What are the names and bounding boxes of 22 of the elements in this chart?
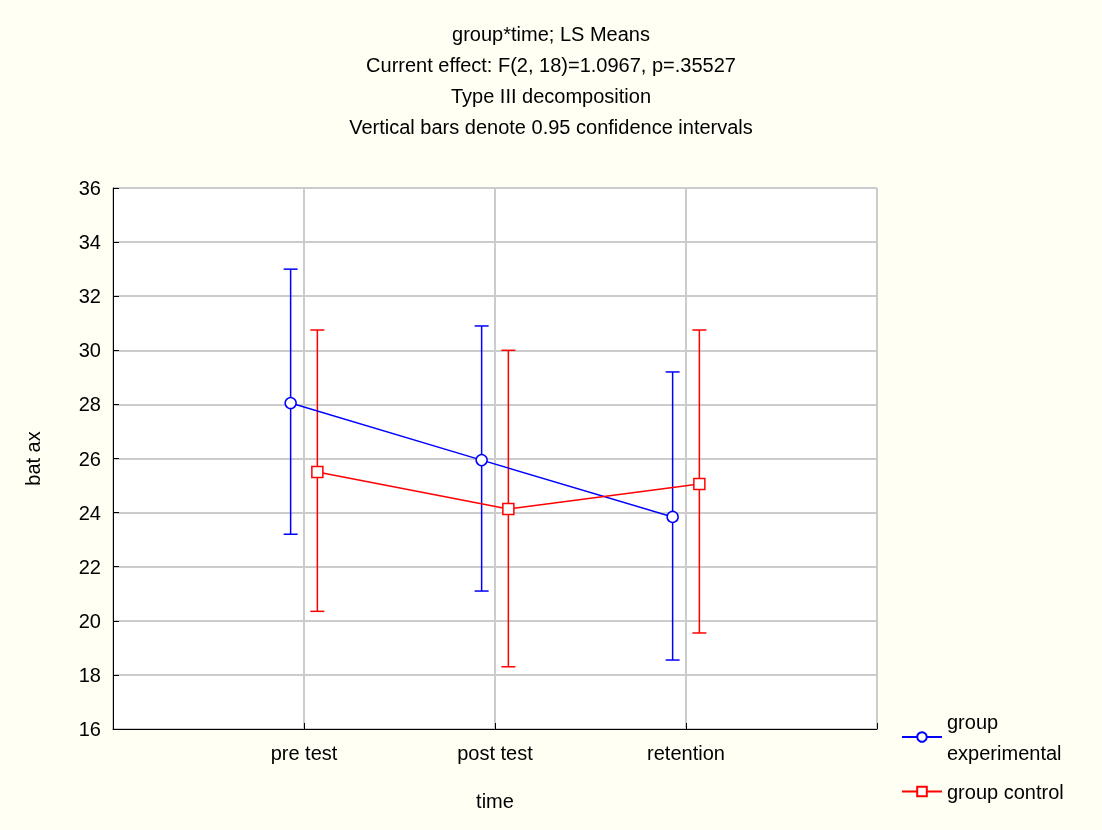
y-tick-label: 22	[78, 555, 101, 578]
text: Type III decomposition	[450, 85, 652, 107]
x-tick-label: retention	[647, 742, 725, 764]
y-tick-label: 26	[78, 447, 101, 470]
y-tick-label: 30	[78, 339, 101, 362]
legend-label: group experimental	[947, 710, 1062, 764]
x-tick-label: post test	[457, 742, 534, 764]
legend-label: group control	[947, 780, 1064, 803]
x-tick-label: pre test	[270, 742, 338, 764]
text: Vertical bars denote 0.95 confidence intervals	[349, 116, 753, 138]
chart-subtitle: Current effect: F(2, 18)=1.0967, p=.35527	[366, 54, 736, 76]
y-axis-title: bat ax	[22, 431, 44, 486]
y-tick-label: 20	[78, 609, 101, 632]
y-tick-label: 32	[78, 285, 101, 308]
y-tick-label: 28	[78, 393, 101, 416]
x-axis-title: time	[476, 790, 514, 812]
y-tick-label: 16	[78, 718, 101, 740]
y-tick-label: 36	[78, 177, 101, 199]
y-tick-label: 18	[78, 663, 101, 686]
y-tick-label: 34	[78, 231, 101, 254]
chart-title: group*time; LS Means	[452, 23, 650, 45]
y-tick-label: 24	[78, 501, 101, 524]
